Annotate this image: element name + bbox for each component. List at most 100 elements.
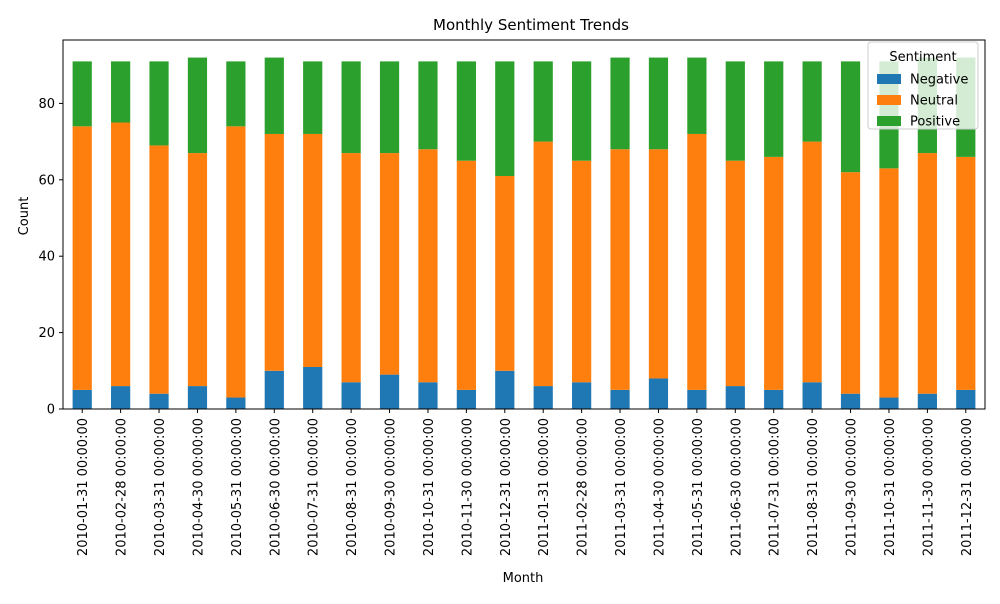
x-tick-label: 2011-02-28 00:00:00 xyxy=(576,418,591,556)
bar-negative-14 xyxy=(610,389,630,409)
bar-neutral-8 xyxy=(379,153,400,375)
bar-positive-1 xyxy=(111,61,131,123)
x-tick-label: 2010-09-30 00:00:00 xyxy=(384,418,399,556)
legend-title: Sentiment xyxy=(889,50,956,65)
y-tick-label: 40 xyxy=(38,250,55,265)
bar-negative-12 xyxy=(533,386,553,409)
y-tick-label: 80 xyxy=(38,97,55,112)
bar-neutral-18 xyxy=(764,156,784,390)
bar-positive-5 xyxy=(264,57,284,134)
bar-positive-16 xyxy=(687,57,707,134)
x-tick-label: 2010-02-28 00:00:00 xyxy=(115,418,130,556)
x-axis-label: Month xyxy=(503,571,544,586)
axes-layer: 0 20 40 60 80 2010-01-31 00:00:00 2010-02-28 0… xyxy=(38,39,986,556)
bar-negative-11 xyxy=(495,370,515,409)
bar-positive-15 xyxy=(648,57,669,150)
legend-label-negative: Negative xyxy=(910,73,968,88)
bar-positive-11 xyxy=(495,61,515,176)
bar-negative-8 xyxy=(379,374,400,409)
legend-frame xyxy=(867,41,979,130)
bar-positive-10 xyxy=(456,61,476,161)
x-tick-label: 2010-11-30 00:00:00 xyxy=(460,418,475,556)
x-tick-label: 2010-10-31 00:00:00 xyxy=(422,418,437,556)
x-tick-label: 2010-01-31 00:00:00 xyxy=(76,418,91,556)
x-tick-label: 2010-08-31 00:00:00 xyxy=(345,418,360,556)
bar-positive-12 xyxy=(533,61,553,142)
x-tick-label: 2010-03-31 00:00:00 xyxy=(153,418,168,556)
bar-positive-18 xyxy=(764,61,784,157)
bar-negative-5 xyxy=(264,370,284,409)
bar-negative-2 xyxy=(149,393,169,409)
bar-negative-21 xyxy=(879,397,899,409)
bar-negative-18 xyxy=(764,389,784,409)
y-tick-label: 20 xyxy=(38,326,55,341)
bars-layer xyxy=(72,57,976,409)
bar-neutral-23 xyxy=(956,156,976,390)
bar-positive-20 xyxy=(840,61,861,173)
x-tick-label: 2010-06-30 00:00:00 xyxy=(268,418,283,556)
bar-neutral-17 xyxy=(725,160,745,387)
plot-frame xyxy=(62,39,986,410)
bar-negative-23 xyxy=(956,389,976,409)
bar-positive-0 xyxy=(72,61,92,127)
bar-neutral-12 xyxy=(533,141,553,387)
bar-neutral-20 xyxy=(840,172,861,394)
x-tick-label: 2011-06-30 00:00:00 xyxy=(729,418,744,556)
bar-positive-7 xyxy=(341,61,361,154)
legend-label-neutral: Neutral xyxy=(910,94,958,109)
x-tick-label: 2010-12-31 00:00:00 xyxy=(499,418,514,556)
y-tick-label: 0 xyxy=(47,403,55,418)
bar-neutral-5 xyxy=(264,133,284,371)
bar-positive-2 xyxy=(149,61,169,146)
bar-positive-3 xyxy=(187,57,208,154)
bar-neutral-1 xyxy=(111,122,131,387)
bar-neutral-6 xyxy=(303,133,323,367)
bar-negative-16 xyxy=(687,389,707,409)
bar-negative-10 xyxy=(456,389,476,409)
x-tick-label: 2011-03-31 00:00:00 xyxy=(614,418,629,556)
bar-neutral-4 xyxy=(226,126,246,398)
bar-neutral-11 xyxy=(495,175,515,371)
bar-negative-9 xyxy=(418,382,438,409)
bar-positive-4 xyxy=(226,61,246,127)
bar-neutral-2 xyxy=(149,145,169,394)
x-tick-label: 2010-07-31 00:00:00 xyxy=(307,418,322,556)
bar-neutral-19 xyxy=(802,141,822,383)
bar-negative-4 xyxy=(226,397,246,409)
x-tick-label: 2010-04-30 00:00:00 xyxy=(191,418,206,556)
bar-neutral-10 xyxy=(456,160,476,390)
x-tick-label: 2011-10-31 00:00:00 xyxy=(883,418,898,556)
bar-neutral-21 xyxy=(879,168,899,398)
bar-positive-6 xyxy=(303,61,323,134)
bar-neutral-22 xyxy=(917,153,937,394)
bar-neutral-14 xyxy=(610,149,630,390)
bar-negative-22 xyxy=(917,393,937,409)
bar-positive-9 xyxy=(418,61,438,150)
y-tick-label: 60 xyxy=(38,173,55,188)
bar-neutral-0 xyxy=(72,126,92,390)
x-tick-label: 2011-11-30 00:00:00 xyxy=(921,418,936,556)
x-tick-label: 2011-07-31 00:00:00 xyxy=(768,418,783,556)
bar-neutral-7 xyxy=(341,153,361,383)
bar-positive-19 xyxy=(802,61,822,142)
bar-positive-17 xyxy=(725,61,745,161)
x-tick-label: 2011-09-30 00:00:00 xyxy=(845,418,860,556)
legend-items: Negative Neutral Positive xyxy=(877,73,968,130)
bar-negative-19 xyxy=(802,382,822,409)
chart-title: Monthly Sentiment Trends xyxy=(433,16,629,34)
bar-negative-6 xyxy=(303,366,323,409)
bar-positive-8 xyxy=(379,61,400,154)
y-axis-label: Count xyxy=(17,197,32,236)
x-tick-label: 2011-01-31 00:00:00 xyxy=(537,418,552,556)
bar-negative-7 xyxy=(341,382,361,409)
bar-negative-17 xyxy=(725,386,745,409)
bar-positive-13 xyxy=(572,61,592,161)
bar-negative-13 xyxy=(572,382,592,409)
legend-swatch-neutral xyxy=(877,95,901,105)
bar-positive-14 xyxy=(610,57,630,150)
bar-negative-3 xyxy=(187,386,208,409)
bar-neutral-13 xyxy=(572,160,592,383)
legend-swatch-negative xyxy=(877,74,901,84)
